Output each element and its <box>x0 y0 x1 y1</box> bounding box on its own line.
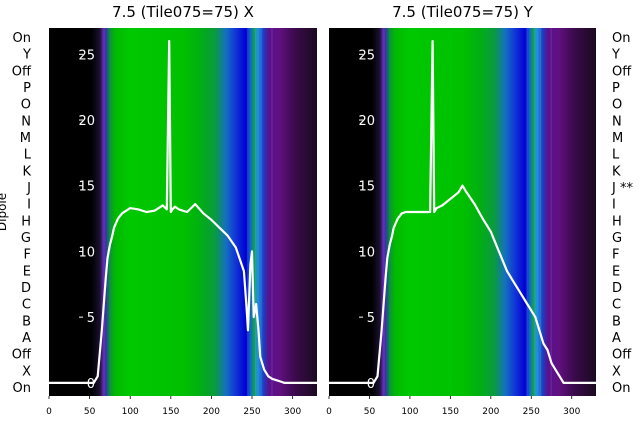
row-label: X <box>612 364 621 379</box>
row-label: B <box>612 314 621 329</box>
chart-title: 7.5 (Tile075=75) Y <box>392 3 534 21</box>
row-label: G <box>21 231 31 246</box>
x-tick-label: 300 <box>284 407 301 417</box>
row-label: M <box>612 131 623 146</box>
row-label: Off <box>612 64 632 79</box>
row-label: K <box>612 164 621 179</box>
inner-tick-label: 20 <box>78 114 95 129</box>
heatmap-background <box>329 28 596 396</box>
heatmap-band-4 <box>550 28 552 396</box>
x-tick-label: 250 <box>243 407 260 417</box>
row-label: O <box>612 98 622 113</box>
row-label: H <box>21 214 31 229</box>
chart-panel-1: 7.5 (Tile075=75) XOnXOffABCDEFGHIJKLMNOP… <box>0 3 317 417</box>
inner-tick-label: 5 <box>367 311 375 326</box>
row-label: C <box>22 298 31 313</box>
inner-tick-label: 15 <box>78 180 95 195</box>
row-label: P <box>23 81 31 96</box>
row-label: K <box>22 164 31 179</box>
heatmap-band-1 <box>526 28 528 396</box>
inner-tick-label: 0 <box>367 377 375 392</box>
row-label: On <box>612 31 630 46</box>
row-label: Off <box>612 348 632 363</box>
x-tick-label: 150 <box>442 407 459 417</box>
row-label: N <box>21 114 31 129</box>
x-tick-label: 100 <box>401 407 418 417</box>
row-label: I <box>612 198 616 213</box>
row-label: E <box>612 264 620 279</box>
inner-tick-label: 25 <box>78 48 95 63</box>
x-tick-label: 50 <box>364 407 376 417</box>
heatmap-band-3 <box>260 28 262 396</box>
heatmap-band-2 <box>255 28 257 396</box>
y-axis-label: Dipole <box>0 193 9 231</box>
spectrum-line <box>329 39 596 384</box>
row-label: X <box>22 364 31 379</box>
row-label: E <box>23 264 31 279</box>
row-label: Y <box>611 48 620 63</box>
inner-tick-label: 10 <box>78 245 95 260</box>
row-label: D <box>612 281 622 296</box>
heatmap-background <box>49 28 317 396</box>
row-label: L <box>612 148 620 163</box>
x-tick-label: 200 <box>203 407 220 417</box>
inner-tick-label: 20 <box>358 114 375 129</box>
inner-tick-label: 10 <box>358 245 375 260</box>
x-tick-label: 100 <box>122 407 139 417</box>
row-label: On <box>612 381 630 396</box>
x-tick-label: 300 <box>563 407 580 417</box>
chart-title: 7.5 (Tile075=75) X <box>112 3 254 21</box>
row-label: H <box>612 214 622 229</box>
row-label: On <box>13 381 31 396</box>
heatmap-band-2 <box>534 28 536 396</box>
row-label: Y <box>22 48 31 63</box>
row-label: J <box>26 181 31 196</box>
heatmap-band-3 <box>539 28 541 396</box>
row-label: A <box>612 331 621 346</box>
row-label: I <box>27 198 31 213</box>
inner-tick-label: 25 <box>358 48 375 63</box>
row-label: P <box>612 81 620 96</box>
row-label: Off <box>12 348 32 363</box>
row-label: L <box>24 148 32 163</box>
heatmap-band-1 <box>247 28 249 396</box>
row-label: On <box>13 31 31 46</box>
heatmap-band-4 <box>271 28 273 396</box>
row-label: N <box>612 114 622 129</box>
row-label: M <box>20 131 31 146</box>
inner-tick-label: 0 <box>87 377 95 392</box>
row-label: A <box>22 331 31 346</box>
row-label: B <box>22 314 31 329</box>
x-tick-label: 200 <box>482 407 499 417</box>
x-tick-label: 0 <box>326 407 332 417</box>
row-label: C <box>612 298 621 313</box>
row-label: D <box>21 281 31 296</box>
inner-tick-label: 5 <box>87 311 95 326</box>
row-label: O <box>21 98 31 113</box>
heatmap-band-0 <box>106 28 108 396</box>
row-label: F <box>612 248 619 263</box>
x-tick-label: 0 <box>46 407 52 417</box>
inner-tick-label: 15 <box>358 180 375 195</box>
x-tick-label: 150 <box>162 407 179 417</box>
row-label: J ** <box>611 181 633 196</box>
row-label: Off <box>12 64 32 79</box>
heatmap-band-0 <box>386 28 388 396</box>
row-label: G <box>612 231 622 246</box>
spectrum-line <box>49 39 317 384</box>
x-tick-label: 50 <box>84 407 96 417</box>
row-label: F <box>24 248 31 263</box>
x-tick-label: 250 <box>523 407 540 417</box>
